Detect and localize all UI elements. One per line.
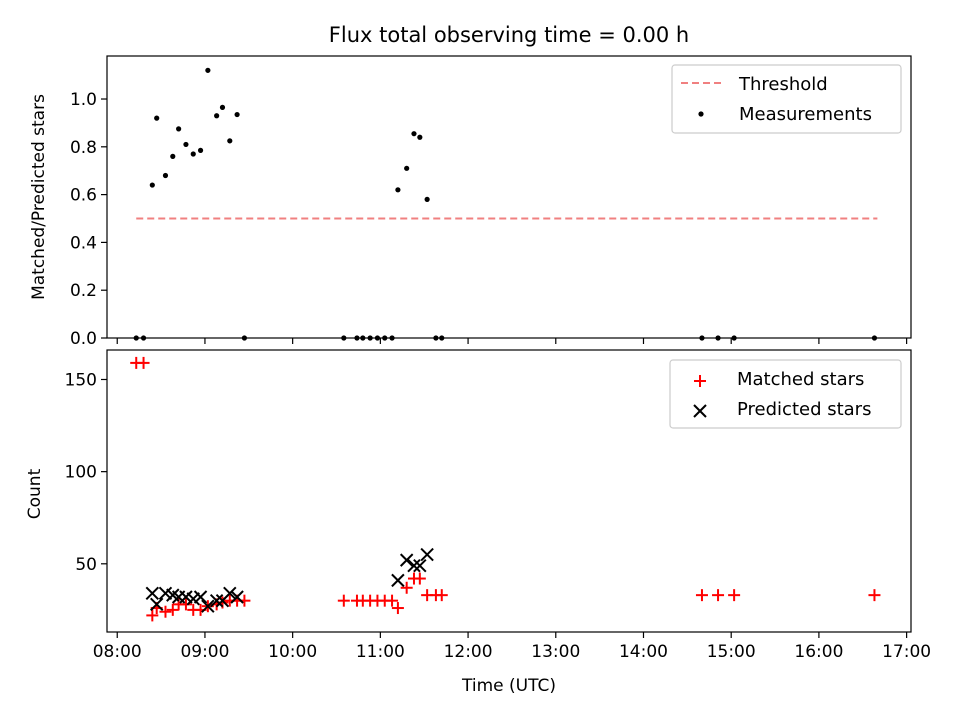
- predicted-star-marker: [223, 586, 237, 601]
- x-tick-label: 16:00: [794, 642, 843, 662]
- legend-matched-swatch: [694, 375, 706, 387]
- legend-predicted-label: Predicted stars: [737, 399, 871, 420]
- measurement-point: [149, 182, 155, 188]
- legend-measurements-swatch: [698, 111, 704, 117]
- predicted-star-marker: [149, 597, 164, 612]
- top-panel: 0.0 0.2 0.4 0.6 0.8 1.0 Matched/Predicted sta…: [29, 55, 912, 349]
- matched-star-marker: [337, 594, 350, 607]
- bottom-plot-area: [130, 356, 881, 622]
- measurement-point: [176, 126, 182, 132]
- x-tick-label: 17:00: [882, 642, 931, 662]
- y-tick-label: 1.0: [70, 90, 97, 110]
- measurement-point: [205, 67, 211, 73]
- measurement-point: [197, 147, 204, 153]
- predicted-star-marker: [420, 547, 434, 562]
- predicted-star-marker: [413, 558, 427, 573]
- measurement-point: [411, 131, 417, 137]
- legend-threshold-label: Threshold: [738, 74, 828, 95]
- predicted-star-marker: [391, 573, 405, 588]
- predicted-star-marker: [201, 599, 215, 613]
- measurement-point: [417, 134, 423, 140]
- measurement-point: [424, 196, 430, 202]
- y-tick-label: 0.4: [70, 233, 97, 253]
- measurement-point: [227, 138, 233, 144]
- bottom-panel: 50 100 150 08:00 09:00 10:00 11:00 12:00 13:00 1…: [25, 349, 931, 696]
- measurement-point: [234, 111, 240, 118]
- predicted-star-marker: [407, 558, 421, 573]
- predicted-star-marker: [145, 586, 160, 601]
- top-y-ticks: 0.0 0.2 0.4 0.6 0.8 1.0: [70, 90, 107, 349]
- figure-title: Flux total observing time = 0.00 h: [329, 23, 689, 47]
- predicted-star-marker: [399, 553, 414, 567]
- y-tick-label: 0.2: [70, 281, 97, 301]
- measurement-point: [395, 187, 401, 193]
- predicted-star-marker: [209, 593, 224, 608]
- measurement-point: [162, 172, 169, 179]
- matched-star-marker: [435, 589, 448, 602]
- bottom-x-ticks: 08:00 09:00 10:00 11:00 12:00 13:00 14:00 15:00…: [93, 632, 931, 662]
- y-tick-label: 0.8: [70, 138, 97, 158]
- x-axis-label: Time (UTC): [461, 676, 556, 696]
- x-tick-label: 15:00: [707, 642, 756, 662]
- x-tick-label: 09:00: [180, 642, 229, 662]
- matched-star-marker: [695, 589, 708, 602]
- x-tick-label: 14:00: [619, 642, 668, 662]
- top-y-axis-label: Matched/Predicted stars: [29, 94, 49, 300]
- legend-predicted-swatch: [693, 404, 707, 418]
- measurement-point: [170, 153, 176, 159]
- matched-star-marker: [400, 581, 413, 594]
- x-tick-label: 12:00: [444, 642, 493, 662]
- matched-star-marker: [166, 603, 179, 616]
- matched-star-marker: [728, 589, 741, 602]
- matched-star-marker: [137, 356, 150, 369]
- bottom-axes-frame: [106, 349, 912, 633]
- measurement-point: [214, 113, 220, 119]
- matched-star-marker: [146, 609, 159, 622]
- x-tick-label: 10:00: [268, 642, 317, 662]
- x-tick-label: 08:00: [93, 642, 142, 662]
- matched-star-marker: [712, 589, 725, 602]
- top-legend-box: [671, 64, 902, 134]
- y-tick-label: 0.0: [70, 329, 97, 349]
- legend-measurements-label: Measurements: [739, 104, 872, 125]
- measurement-point: [183, 141, 189, 148]
- matched-star-marker: [159, 605, 172, 618]
- predicted-star-marker: [193, 590, 208, 604]
- x-tick-label: 13:00: [531, 642, 580, 662]
- top-legend: Threshold Measurements: [671, 64, 902, 134]
- matched-star-marker: [179, 598, 192, 611]
- matched-star-marker: [391, 602, 404, 615]
- y-tick-label: 150: [65, 370, 97, 390]
- bottom-y-axis-label: Count: [25, 468, 45, 519]
- y-tick-label: 0.6: [70, 186, 97, 206]
- measurement-point: [404, 165, 410, 171]
- legend-matched-label: Matched stars: [737, 369, 864, 390]
- measurement-point: [219, 104, 226, 110]
- y-tick-label: 50: [75, 555, 97, 575]
- x-tick-label: 11:00: [356, 642, 405, 662]
- matched-star-marker: [413, 572, 426, 585]
- y-tick-label: 100: [65, 463, 97, 483]
- measurement-point: [154, 115, 160, 121]
- top-x-ticks: [116, 338, 908, 344]
- bottom-legend-box: [669, 359, 902, 429]
- measurement-point: [190, 151, 196, 157]
- bottom-legend: Matched stars Predicted stars: [669, 359, 902, 429]
- top-axes-frame: [106, 55, 912, 339]
- matched-star-marker: [868, 589, 881, 602]
- matched-star-marker: [386, 594, 399, 607]
- bottom-y-ticks: 50 100 150: [65, 370, 107, 575]
- predicted-star-marker: [230, 590, 244, 604]
